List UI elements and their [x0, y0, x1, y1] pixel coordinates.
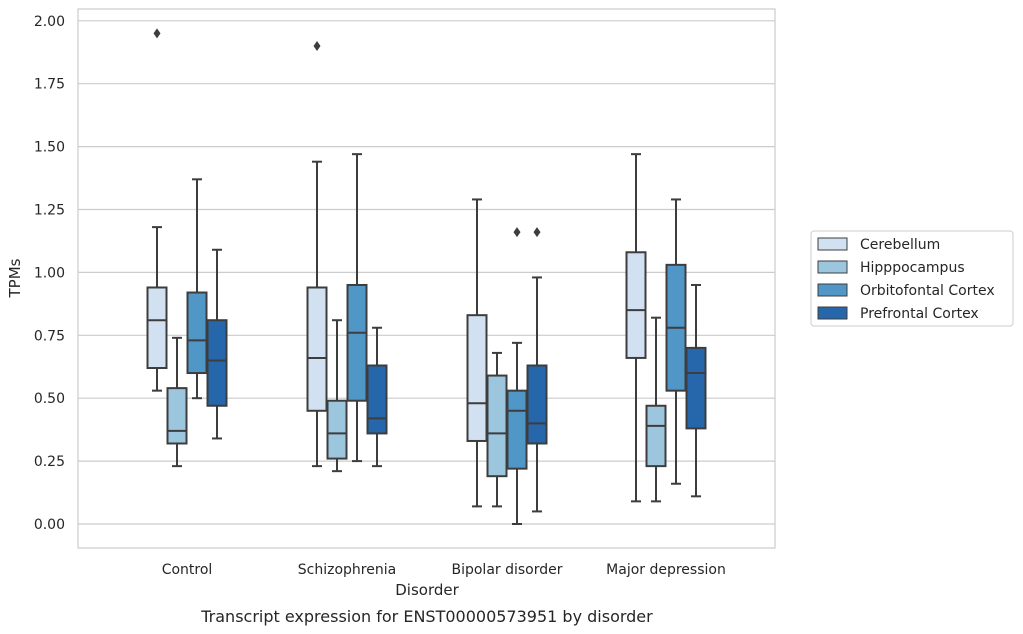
- y-tick-label: 0.25: [34, 454, 65, 470]
- box-iqr: [186, 291, 208, 375]
- x-tick-labels: Control Schizophrenia Bipolar disorder Majo…: [162, 562, 726, 578]
- legend-label: Cerebellum: [860, 237, 940, 253]
- legend: Cerebellum Hipppocampus Orbitofontal Corte…: [810, 230, 1014, 327]
- legend-swatch: [817, 283, 848, 297]
- box-prefrontal-cortex: [526, 227, 548, 513]
- outlier-point: [513, 227, 521, 238]
- outlier-point: [153, 28, 161, 39]
- legend-label: Hipppocampus: [860, 260, 965, 276]
- y-axis-label: TPMs: [6, 258, 24, 298]
- box-hipppocampus: [645, 316, 667, 503]
- outlier-point: [313, 40, 321, 51]
- x-axis-label: Disorder: [395, 581, 459, 599]
- box-orbitofontal-cortex: [506, 227, 528, 525]
- y-tick-label: 1.25: [34, 203, 65, 219]
- y-tick-label: 2.00: [34, 14, 65, 30]
- box-orbitofontal-cortex: [186, 178, 208, 400]
- box-iqr: [506, 389, 528, 470]
- box-cerebellum: [146, 28, 168, 392]
- box-iqr: [146, 286, 168, 370]
- y-tick-label: 0.00: [34, 517, 65, 533]
- box-iqr: [166, 387, 188, 445]
- y-tick-label: 0.75: [34, 328, 65, 344]
- box-hipppocampus: [486, 351, 508, 508]
- box-iqr: [685, 346, 707, 430]
- y-tick-label: 1.50: [34, 140, 65, 156]
- box-prefrontal-cortex: [366, 326, 388, 468]
- box-orbitofontal-cortex: [665, 198, 687, 485]
- y-tick-labels: 0.00 0.25 0.50 0.75 1.00 1.25 1.50 1.75 2.00: [34, 14, 65, 533]
- y-tick-label: 1.00: [34, 265, 65, 281]
- y-tick-label: 1.75: [34, 77, 65, 93]
- plot-frame: [77, 8, 776, 549]
- box-iqr: [625, 251, 647, 359]
- box-cerebellum: [306, 40, 328, 468]
- x-tick-label: Control: [162, 562, 213, 578]
- chart-caption: Transcript expression for ENST0000057395…: [200, 607, 653, 626]
- legend-label: Prefrontal Cortex: [860, 306, 979, 322]
- boxes: [146, 28, 707, 525]
- box-iqr: [645, 404, 667, 468]
- box-iqr: [526, 364, 548, 445]
- box-iqr: [486, 374, 508, 478]
- box-iqr: [206, 319, 228, 407]
- box-cerebellum: [466, 198, 488, 508]
- legend-frame: [810, 230, 1014, 327]
- box-prefrontal-cortex: [685, 283, 707, 498]
- box-iqr: [326, 399, 348, 460]
- box-orbitofontal-cortex: [346, 153, 368, 463]
- box-iqr: [306, 286, 328, 412]
- box-iqr: [466, 314, 488, 442]
- box-iqr: [346, 283, 368, 402]
- x-tick-label: Schizophrenia: [298, 562, 396, 578]
- box-prefrontal-cortex: [206, 248, 228, 440]
- box-hipppocampus: [326, 319, 348, 473]
- box-iqr: [366, 364, 388, 435]
- x-tick-label: Major depression: [606, 562, 726, 578]
- outlier-point: [533, 227, 541, 238]
- y-tick-label: 0.50: [34, 391, 65, 407]
- legend-swatch: [817, 237, 848, 251]
- legend-swatch: [817, 306, 848, 320]
- box-hipppocampus: [166, 336, 188, 468]
- box-cerebellum: [625, 153, 647, 503]
- legend-label: Orbitofontal Cortex: [860, 283, 995, 299]
- legend-swatch: [817, 260, 848, 274]
- x-tick-label: Bipolar disorder: [451, 562, 562, 578]
